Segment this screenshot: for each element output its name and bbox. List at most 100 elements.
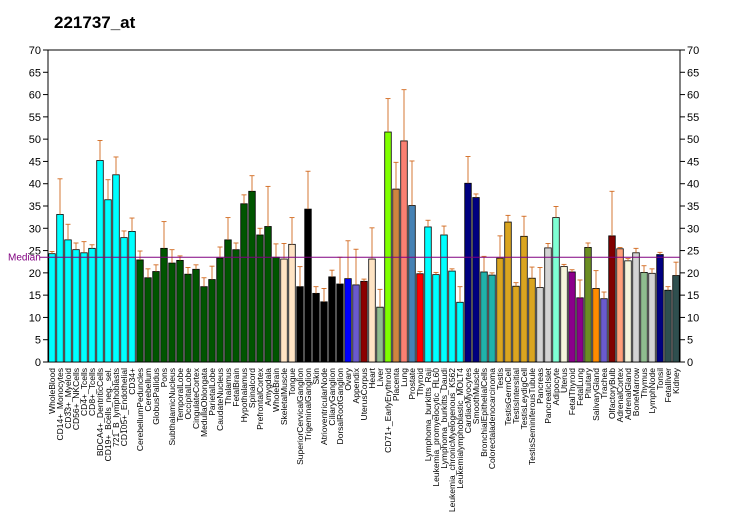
bar: [424, 226, 432, 363]
bar: [576, 297, 584, 363]
category-label: TestisSeminiferousTubule: [527, 368, 537, 465]
category-label: Liver: [375, 368, 385, 387]
category-label: SalivaryGland: [591, 368, 601, 421]
category-label: Leukemialymphoblastic_MOLT4: [455, 368, 465, 489]
category-label: Tongue: [287, 368, 297, 396]
category-label: WholeBrain: [271, 368, 281, 412]
y-tick-label-right: 15: [687, 290, 699, 302]
bar: [560, 266, 568, 363]
bar: [328, 276, 336, 363]
median-label: Median: [8, 252, 41, 263]
bar: [528, 277, 536, 363]
bar: [336, 283, 344, 363]
category-label: Placenta: [391, 368, 401, 401]
bar: [408, 205, 416, 363]
category-label: FetalThyroid: [567, 368, 577, 416]
y-tick-label-left: 15: [29, 290, 41, 302]
category-label: GlobusPallidus: [151, 368, 161, 425]
category-label: CingulateCortex: [191, 367, 201, 429]
bar: [80, 252, 88, 363]
y-tick-label-left: 50: [29, 134, 41, 146]
category-label: SmoothMuscle: [471, 368, 481, 424]
bar: [272, 256, 280, 363]
bar: [536, 287, 544, 363]
bar: [672, 275, 680, 363]
category-label: Hypothalamus: [239, 368, 249, 422]
bar: [448, 270, 456, 363]
y-tick-label-right: 35: [687, 201, 699, 213]
bar: [608, 235, 616, 363]
category-label: CD105+_Endothelial: [119, 368, 129, 446]
category-label: OccipitalLobe: [183, 368, 193, 420]
bar: [416, 273, 424, 363]
bar: [256, 234, 264, 363]
category-label: Trachea: [599, 368, 609, 399]
y-tick-label-left: 10: [29, 312, 41, 324]
bar: [344, 278, 352, 363]
bar: [168, 262, 176, 363]
category-label: WholeBlood: [47, 368, 57, 414]
category-label: Cerebellum: [143, 368, 153, 411]
bar: [248, 190, 256, 363]
bar: [136, 259, 144, 363]
category-label: Lymphoma_burkitts_Daudi: [439, 368, 449, 469]
category-label: Leukemia_promyelocytic_HL60: [431, 368, 441, 487]
bar: [624, 260, 632, 363]
category-label: FetalBrain: [231, 368, 241, 407]
y-tick-label-left: 5: [35, 335, 41, 347]
y-tick-label-right: 55: [687, 112, 699, 124]
category-label: Tonsil: [655, 368, 665, 390]
category-label: BDCA4+_DentriticCells: [95, 368, 105, 456]
category-label: Lung: [399, 368, 409, 387]
bar: [128, 231, 136, 363]
category-label: CaudateNucleus: [215, 368, 225, 431]
category-label: Thyroid: [415, 368, 425, 397]
bar: [264, 226, 272, 363]
bar: [56, 214, 64, 363]
bar: [504, 221, 512, 363]
bar: [64, 239, 72, 363]
y-tick-label-right: 25: [687, 246, 699, 258]
bar: [592, 288, 600, 363]
y-tick-label-right: 5: [687, 335, 693, 347]
category-label: AdrenalCortex: [615, 367, 625, 422]
category-label: Spinalcord: [247, 368, 257, 408]
y-tick-label-right: 30: [687, 223, 699, 235]
category-label: SuperiorCervicalGanglion: [295, 368, 305, 465]
category-label: MedullaOblongata: [199, 368, 209, 437]
category-label: SubthalamicNucleus: [167, 368, 177, 445]
bar: [600, 298, 608, 363]
y-tick-label-right: 70: [687, 45, 699, 57]
category-label: Pituitary: [583, 367, 593, 398]
category-label: 721_B_lymphoblasts: [111, 368, 121, 447]
bar: [648, 272, 656, 363]
error-bars-group: [49, 89, 679, 308]
category-label: Kidney: [671, 367, 681, 394]
bar: [88, 247, 96, 363]
bar: [376, 306, 384, 363]
bar: [240, 203, 248, 363]
bar: [216, 257, 224, 363]
category-label: BronchialEpithelialCells: [479, 368, 489, 457]
category-label: FetalLung: [575, 368, 585, 406]
category-label: TemporalLobe: [175, 368, 185, 422]
y-tick-label-right: 45: [687, 156, 699, 168]
category-label: Amygdala: [263, 368, 273, 406]
category-label: OlfactoryBulb: [607, 368, 617, 419]
bar: [304, 208, 312, 363]
bar: [176, 259, 184, 363]
bar: [192, 268, 200, 363]
bar: [544, 247, 552, 363]
category-label: PrefrontalCortex: [255, 367, 265, 430]
category-labels: WholeBloodCD14+_MonocytesCD33+_MyeloidCD…: [47, 367, 681, 512]
bar: [280, 258, 288, 363]
category-label: CD71+_EarlyErythroid: [383, 368, 393, 453]
y-tick-label-right: 60: [687, 90, 699, 102]
bar: [520, 235, 528, 363]
bar: [656, 254, 664, 363]
y-tick-label-left: 45: [29, 156, 41, 168]
y-tick-label-left: 70: [29, 45, 41, 57]
bar: [72, 249, 80, 363]
category-label: TrigeminalGanglion: [303, 368, 313, 442]
